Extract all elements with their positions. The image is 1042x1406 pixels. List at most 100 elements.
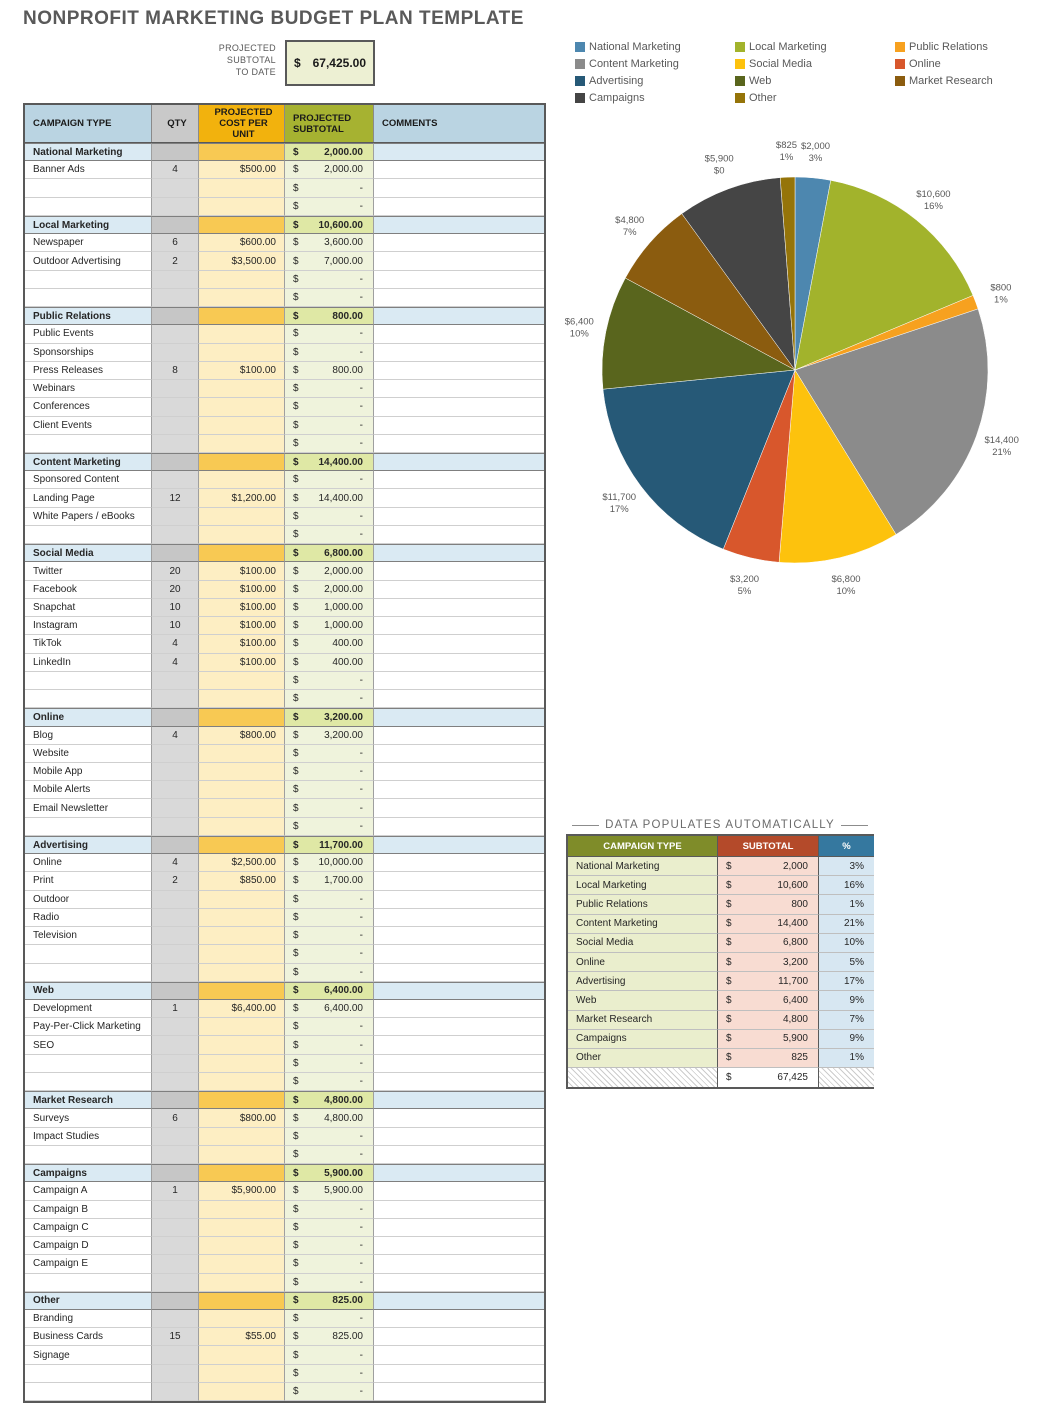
qty-cell[interactable] [152, 744, 199, 763]
cost-per-unit-cell[interactable]: $2,500.00 [199, 854, 285, 873]
campaign-type-cell[interactable]: Website [25, 744, 152, 763]
subtotal-cell[interactable]: $3,200.00 [285, 708, 374, 727]
cost-per-unit-cell[interactable]: $100.00 [199, 598, 285, 618]
cost-per-unit-cell[interactable] [199, 1036, 285, 1055]
comments-cell[interactable] [374, 817, 544, 836]
campaign-type-cell[interactable]: Landing Page [25, 489, 152, 508]
qty-cell[interactable]: 1 [152, 1182, 199, 1201]
qty-cell[interactable] [152, 1346, 199, 1365]
campaign-type-cell[interactable]: Email Newsletter [25, 799, 152, 818]
cost-per-unit-cell[interactable]: $100.00 [199, 617, 285, 636]
qty-cell[interactable]: 4 [152, 161, 199, 180]
campaign-type-cell[interactable]: Signage [25, 1346, 152, 1365]
subtotal-cell[interactable]: $2,000.00 [285, 143, 374, 162]
summary-header-campaign-type[interactable]: CAMPAIGN TYPE [568, 836, 718, 857]
subtotal-cell[interactable]: $1,700.00 [285, 872, 374, 891]
campaign-type-cell[interactable]: Content Marketing [25, 452, 152, 472]
cost-per-unit-cell[interactable]: $850.00 [199, 872, 285, 891]
qty-cell[interactable] [152, 416, 199, 435]
cost-per-unit-cell[interactable] [199, 398, 285, 417]
summary-subtotal-cell[interactable]: $6,800 [718, 933, 819, 953]
summary-subtotal-cell[interactable]: $5,900 [718, 1029, 819, 1049]
subtotal-cell[interactable]: $14,400.00 [285, 489, 374, 508]
qty-cell[interactable] [152, 398, 199, 417]
comments-cell[interactable] [374, 1000, 544, 1019]
campaign-type-cell[interactable]: Conferences [25, 398, 152, 417]
cost-per-unit-cell[interactable] [199, 1218, 285, 1238]
comments-cell[interactable] [374, 471, 544, 490]
comments-cell[interactable] [374, 380, 544, 399]
subtotal-cell[interactable]: $10,000.00 [285, 854, 374, 873]
qty-cell[interactable] [152, 708, 199, 727]
comments-cell[interactable] [374, 1145, 544, 1165]
subtotal-cell[interactable]: $400.00 [285, 653, 374, 672]
comments-cell[interactable] [374, 307, 544, 326]
summary-subtotal-cell[interactable]: $3,200 [718, 952, 819, 973]
summary-campaign-cell[interactable]: Web [568, 991, 718, 1011]
qty-cell[interactable]: 6 [152, 1109, 199, 1128]
summary-subtotal-cell[interactable]: $10,600 [718, 876, 819, 896]
comments-cell[interactable] [374, 835, 544, 855]
qty-cell[interactable] [152, 288, 199, 308]
comments-cell[interactable] [374, 325, 544, 344]
subtotal-cell[interactable]: $ - [285, 525, 374, 545]
campaign-type-cell[interactable]: Campaign B [25, 1200, 152, 1219]
campaign-type-cell[interactable] [25, 690, 152, 709]
comments-cell[interactable] [374, 252, 544, 271]
qty-cell[interactable]: 4 [152, 854, 199, 873]
subtotal-cell[interactable]: $ - [285, 197, 374, 216]
campaign-type-cell[interactable] [25, 1145, 152, 1165]
subtotal-cell[interactable]: $7,000.00 [285, 252, 374, 271]
comments-cell[interactable] [374, 525, 544, 545]
campaign-type-cell[interactable]: Radio [25, 908, 152, 928]
qty-cell[interactable] [152, 270, 199, 289]
comments-cell[interactable] [374, 1310, 544, 1329]
campaign-type-cell[interactable] [25, 671, 152, 691]
subtotal-cell[interactable]: $ - [285, 1310, 374, 1329]
subtotal-cell[interactable]: $ - [285, 781, 374, 800]
cost-per-unit-cell[interactable]: $500.00 [199, 161, 285, 180]
comments-cell[interactable] [374, 726, 544, 745]
summary-campaign-cell[interactable]: Content Marketing [568, 914, 718, 934]
qty-cell[interactable] [152, 1127, 199, 1146]
campaign-type-cell[interactable]: Other [25, 1291, 152, 1310]
comments-cell[interactable] [374, 562, 544, 581]
comments-cell[interactable] [374, 617, 544, 636]
header-subtotal[interactable]: PROJECTED SUBTOTAL [285, 105, 374, 142]
campaign-type-cell[interactable]: LinkedIn [25, 653, 152, 672]
comments-cell[interactable] [374, 343, 544, 362]
subtotal-cell[interactable]: $ - [285, 671, 374, 691]
projected-subtotal-value-cell[interactable]: $ 67,425.00 [285, 40, 375, 86]
summary-pct-cell[interactable]: 5% [819, 952, 874, 973]
qty-cell[interactable] [152, 1091, 199, 1110]
comments-cell[interactable] [374, 1273, 544, 1292]
comments-cell[interactable] [374, 270, 544, 289]
campaign-type-cell[interactable]: SEO [25, 1036, 152, 1055]
campaign-type-cell[interactable]: Outdoor [25, 890, 152, 909]
qty-cell[interactable] [152, 799, 199, 818]
cost-per-unit-cell[interactable] [199, 963, 285, 982]
campaign-type-cell[interactable] [25, 1382, 152, 1402]
summary-total-cell[interactable]: $ 67,425 [718, 1068, 819, 1088]
qty-cell[interactable] [152, 817, 199, 836]
cost-per-unit-cell[interactable] [199, 945, 285, 964]
subtotal-cell[interactable]: $14,400.00 [285, 452, 374, 472]
subtotal-cell[interactable]: $ - [285, 1036, 374, 1055]
qty-cell[interactable] [152, 1018, 199, 1037]
comments-cell[interactable] [374, 945, 544, 964]
campaign-type-cell[interactable]: Development [25, 1000, 152, 1019]
cost-per-unit-cell[interactable] [199, 1091, 285, 1110]
qty-cell[interactable] [152, 380, 199, 399]
comments-cell[interactable] [374, 197, 544, 216]
comments-cell[interactable] [374, 908, 544, 928]
campaign-type-cell[interactable]: National Marketing [25, 143, 152, 162]
comments-cell[interactable] [374, 708, 544, 727]
summary-pct-cell[interactable]: 7% [819, 1010, 874, 1030]
campaign-type-cell[interactable] [25, 1273, 152, 1292]
comments-cell[interactable] [374, 1127, 544, 1146]
cost-per-unit-cell[interactable] [199, 434, 285, 453]
comments-cell[interactable] [374, 1346, 544, 1365]
comments-cell[interactable] [374, 1036, 544, 1055]
qty-cell[interactable] [152, 890, 199, 909]
summary-subtotal-cell[interactable]: $800 [718, 895, 819, 915]
